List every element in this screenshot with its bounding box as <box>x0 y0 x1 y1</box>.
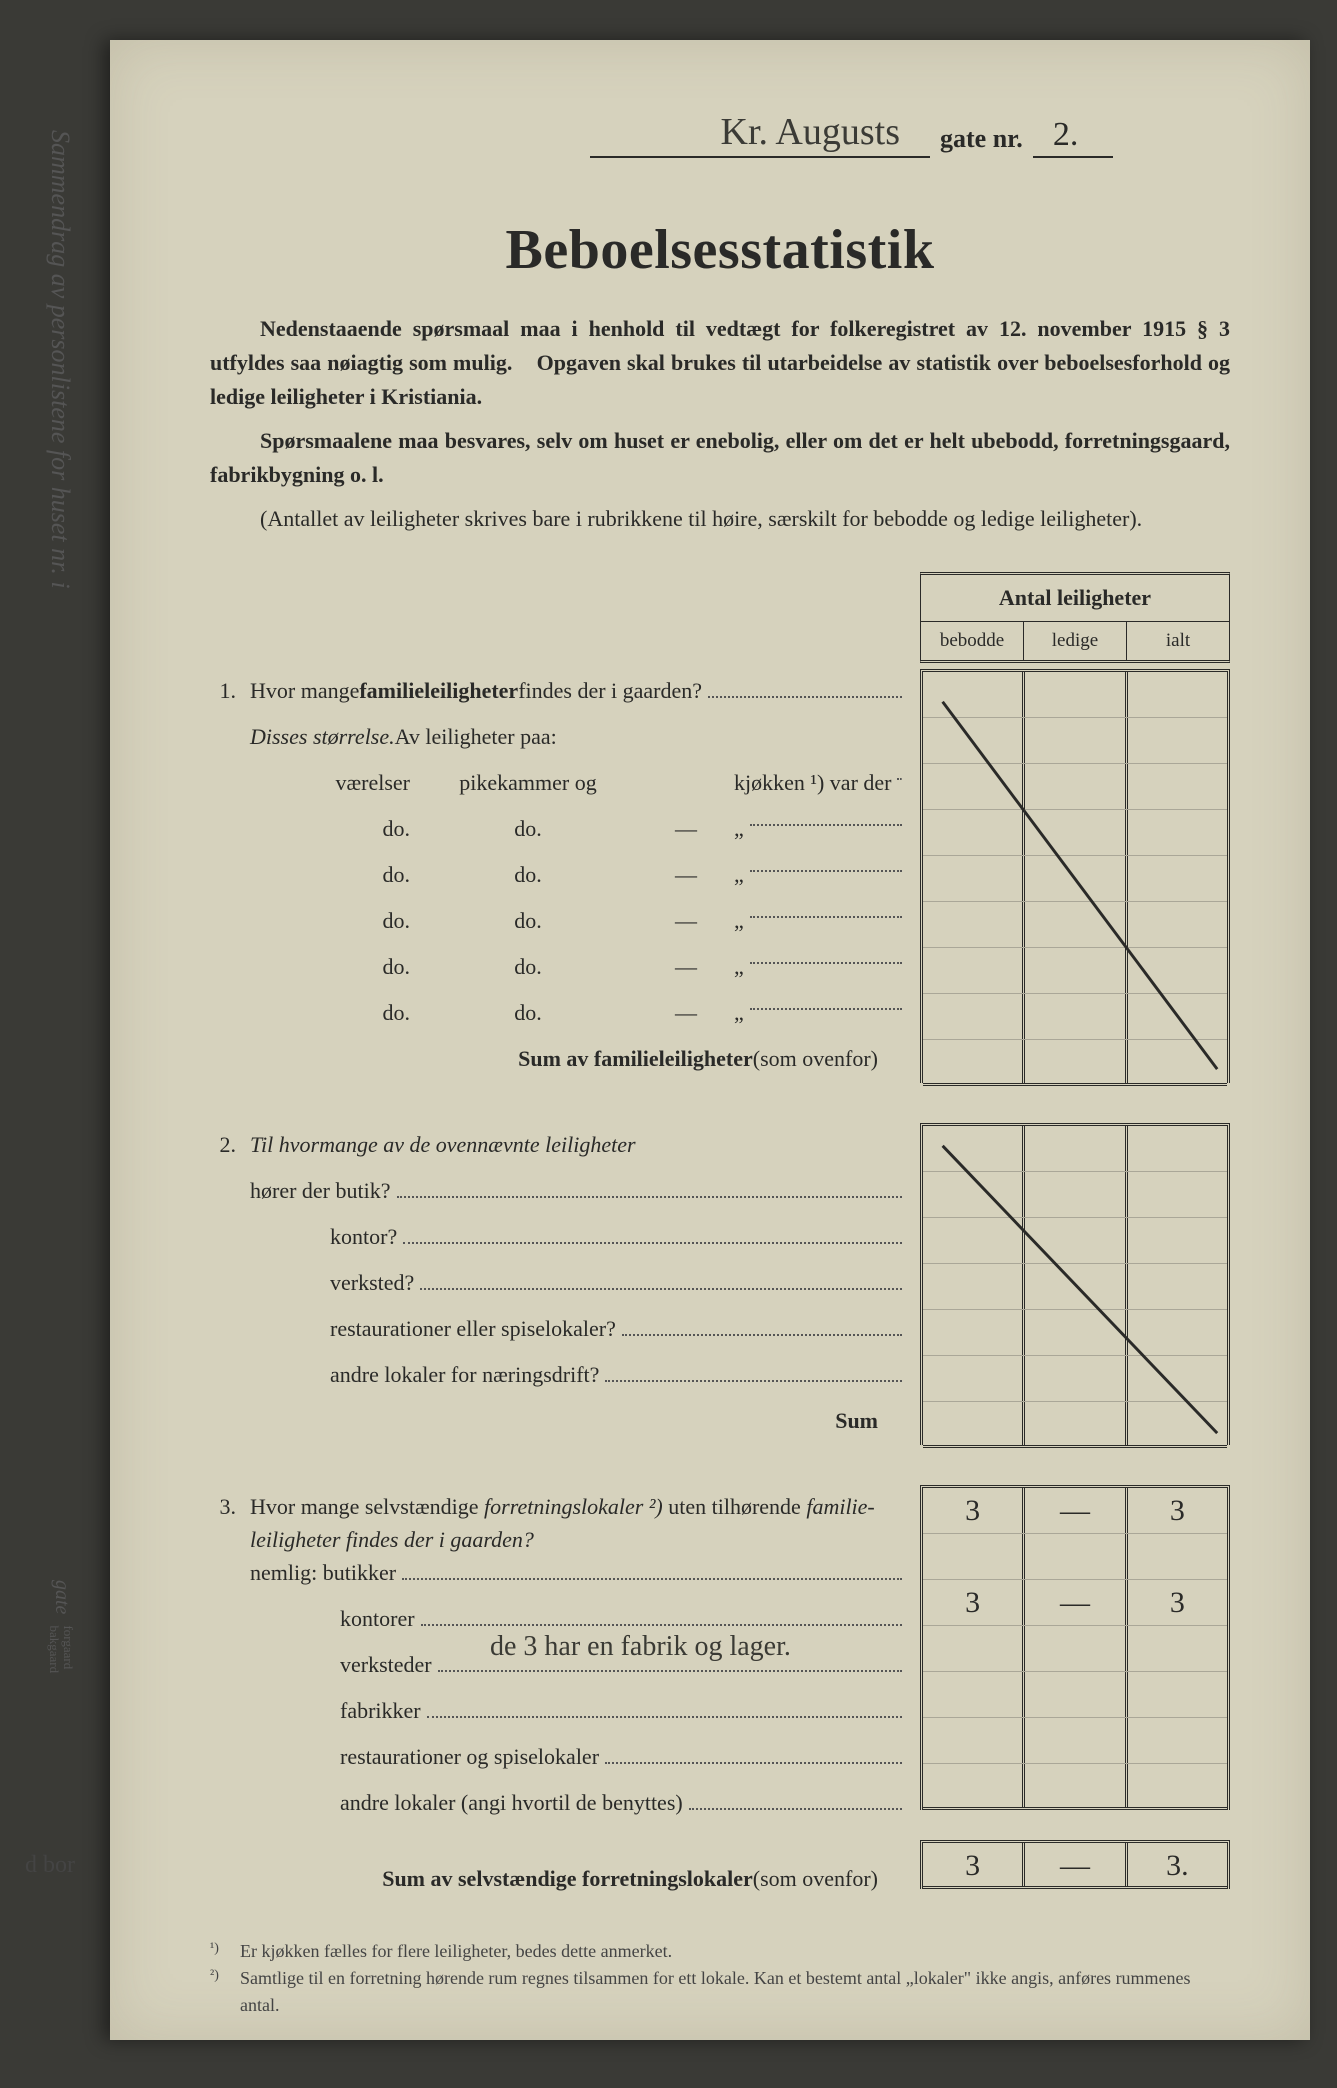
page-title: Beboelsesstatistik <box>210 218 1230 282</box>
table-block-2 <box>920 1123 1230 1445</box>
table-block-3: 3 — 3 3 — 3 <box>920 1485 1230 1810</box>
gate-label: gate nr. <box>940 124 1023 158</box>
handwritten-note: de 3 har en fabrik og lager. <box>490 1632 870 1663</box>
q1-size-header: værelser pikekammer og kjøkken ¹) var de… <box>210 766 908 812</box>
table-header: Antal leiligheter bebodde ledige ialt <box>920 572 1230 663</box>
street-name-field[interactable]: Kr. Augusts <box>590 110 930 158</box>
question-1: 1. Hvor mange familieleiligheter findes … <box>210 674 908 720</box>
header-line: Kr. Augusts gate nr. 2. <box>590 110 1230 158</box>
gate-number-field[interactable]: 2. <box>1033 116 1113 158</box>
side-d-bor: d bor <box>25 1852 75 1879</box>
intro-paragraph-2: Spørsmaalene maa besvares, selv om huset… <box>210 424 1230 492</box>
table-block-3-sum: 3 — 3. <box>920 1840 1230 1889</box>
side-gate-label: gate forgaard bakgaard <box>46 1580 75 1673</box>
question-2: 2. Til hvormange av de ovennævnte leilig… <box>210 1128 908 1174</box>
table-row[interactable]: 3 — 3 <box>923 1488 1227 1534</box>
document-page: Kr. Augusts gate nr. 2. Beboelsesstatist… <box>110 40 1310 2040</box>
intro-paragraph-3: (Antallet av leiligheter skrives bare i … <box>210 502 1230 536</box>
side-margin-text: Sammendrag av personlistene for huset nr… <box>25 130 105 1930</box>
q3-sum-line: Sum av selvstændige forretningslokaler (… <box>210 1862 908 1908</box>
q1-size-row: do. do. — „ <box>210 950 908 996</box>
questions-column: 1. Hvor mange familieleiligheter findes … <box>210 572 920 1908</box>
table-block-1 <box>920 669 1230 1083</box>
col-bebodde: bebodde <box>921 622 1024 660</box>
tables-column: Antal leiligheter bebodde ledige ialt <box>920 572 1230 1908</box>
col-ledige: ledige <box>1024 622 1127 660</box>
col-ialt: ialt <box>1127 622 1229 660</box>
q1-size-intro: Disses størrelse. <box>250 720 395 753</box>
q1-size-row: do. do. — „ <box>210 996 908 1042</box>
intro-paragraph-1: Nedenstaaende spørsmaal maa i henhold ti… <box>210 312 1230 414</box>
q1-size-row: do. do. — „ <box>210 858 908 904</box>
table-row[interactable]: 3 — 3 <box>923 1580 1227 1626</box>
q1-size-row: do. do. — „ <box>210 904 908 950</box>
question-3: 3. Hvor mange selvstændige forretningslo… <box>210 1490 908 1556</box>
table-row[interactable]: 3 — 3. <box>923 1843 1227 1889</box>
footnotes: ¹) Er kjøkken fælles for flere leilighet… <box>210 1938 1230 2019</box>
q1-sum-line: Sum av familieleiligheter (som ovenfor) <box>210 1042 908 1088</box>
side-vertical-caption: Sammendrag av personlistene for huset nr… <box>45 130 75 589</box>
q1-size-row: do. do. — „ <box>210 812 908 858</box>
q2-sum-line: Sum <box>210 1404 908 1450</box>
